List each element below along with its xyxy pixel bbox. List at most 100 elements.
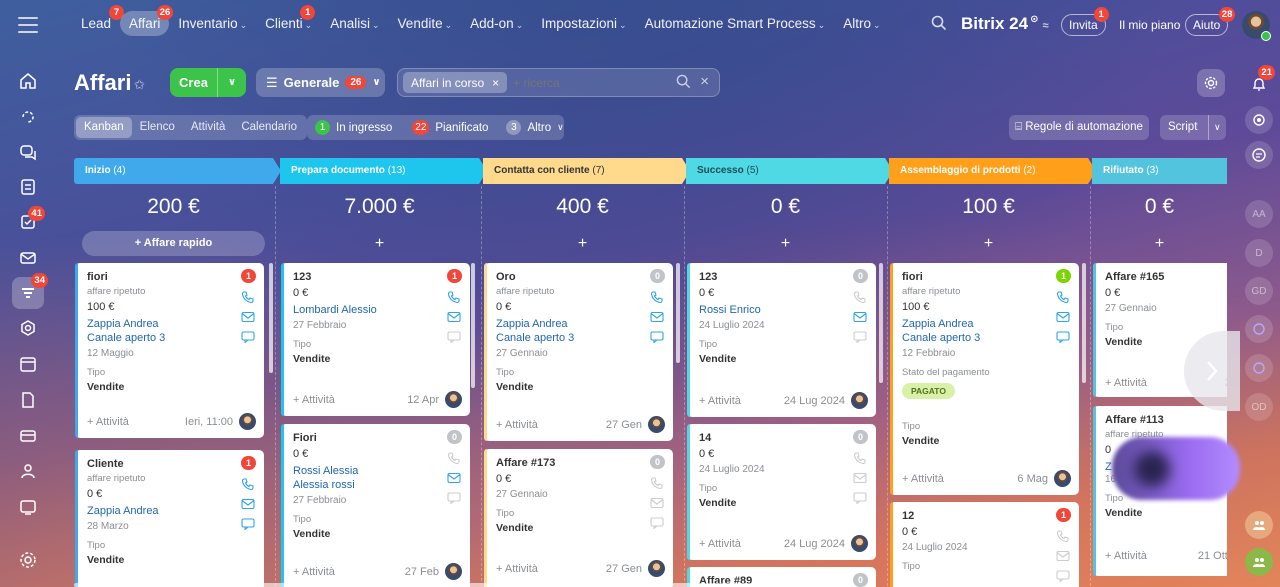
- nav-clienti[interactable]: Clienti ⌄ 1: [256, 5, 321, 36]
- contact-avatar-od[interactable]: OD: [1245, 393, 1273, 421]
- card-title[interactable]: fiori: [87, 271, 108, 283]
- column-header[interactable]: Contatta con cliente (7): [483, 158, 690, 184]
- add-deal-button[interactable]: +: [1154, 235, 1165, 252]
- nav-addon[interactable]: Add-on ⌄: [470, 16, 524, 31]
- nav-automazione[interactable]: Automazione Smart Process ⌄: [644, 16, 826, 31]
- menu-icon[interactable]: [18, 17, 38, 33]
- add-activity-link[interactable]: + Attività: [1105, 550, 1147, 562]
- mail-icon[interactable]: [447, 311, 461, 323]
- card-contact[interactable]: Zappia Andrea: [87, 505, 159, 517]
- chat-icon[interactable]: [18, 142, 38, 162]
- add-deal-button[interactable]: +: [577, 235, 588, 252]
- counter-altro[interactable]: Altro: [527, 121, 552, 134]
- mail-icon[interactable]: [447, 472, 461, 484]
- contact-avatar-d[interactable]: D: [1245, 239, 1273, 267]
- card-title[interactable]: Fiori: [293, 432, 317, 444]
- add-activity-link[interactable]: + Attività: [496, 562, 538, 575]
- deal-card[interactable]: 1 123 0 € Lombardi Alessio 27 Febbraio T…: [281, 263, 470, 416]
- counter-in-ingresso[interactable]: In ingresso: [336, 121, 393, 134]
- files-icon[interactable]: [18, 390, 38, 410]
- add-activity-link[interactable]: + Attività: [496, 418, 538, 431]
- add-deal-button[interactable]: +: [983, 235, 994, 252]
- group-icon[interactable]: [1245, 511, 1273, 539]
- add-activity-link[interactable]: + Attività: [293, 565, 335, 578]
- close-icon[interactable]: ×: [700, 73, 709, 90]
- card-contact[interactable]: Rossi Alessia: [293, 465, 359, 477]
- scrollbar[interactable]: [1082, 263, 1086, 383]
- filter-chip[interactable]: Affari in corso ×: [403, 72, 508, 93]
- counter-pianificato[interactable]: Pianificato: [435, 121, 489, 134]
- bell-icon[interactable]: 21: [1245, 65, 1275, 98]
- home-icon[interactable]: [18, 71, 38, 91]
- employees-icon[interactable]: [18, 461, 38, 481]
- add-activity-link[interactable]: + Attività: [902, 472, 944, 485]
- filter-search[interactable]: Affari in corso× ×: [397, 68, 720, 97]
- card-contact[interactable]: Lombardi Alessio: [293, 304, 377, 316]
- script-button[interactable]: Script ∨: [1160, 115, 1226, 140]
- add-activity-link[interactable]: + Attività: [87, 415, 129, 428]
- automation-rules-button[interactable]: ⌸ Regole di automazione: [1009, 115, 1149, 140]
- scrollbar[interactable]: [676, 263, 680, 363]
- view-kanban[interactable]: Kanban: [76, 117, 132, 138]
- nav-lead[interactable]: Lead 7: [72, 5, 125, 36]
- nav-altro[interactable]: Altro ⌄: [843, 16, 881, 31]
- column-header[interactable]: Prepara documento (13): [280, 158, 487, 184]
- category-selector[interactable]: ☰ Generale 26 ∨: [256, 68, 385, 97]
- close-icon[interactable]: ×: [492, 75, 500, 90]
- deal-card[interactable]: 1 fiori affare ripetuto 100 € Zappia And…: [890, 263, 1079, 495]
- deal-card[interactable]: 0 Fiori 0 € Rossi Alessia Alessia rossi …: [281, 424, 470, 587]
- nav-analisi[interactable]: Analisi ⌄: [330, 16, 380, 31]
- deal-card[interactable]: 0 14 0 € 24 Luglio 2024 Tipo Vendite + A…: [687, 424, 876, 560]
- add-activity-link[interactable]: + Attività: [699, 537, 741, 550]
- add-deal-button[interactable]: +: [374, 235, 385, 252]
- nav-inventario[interactable]: Inventario ⌄: [178, 16, 248, 31]
- card-contact[interactable]: Zappia Andrea: [902, 318, 974, 330]
- openline-icon[interactable]: [1245, 354, 1273, 382]
- phone-icon[interactable]: [650, 291, 664, 303]
- card-title[interactable]: Affare #173: [496, 457, 556, 469]
- document-icon[interactable]: [18, 177, 38, 197]
- card-source[interactable]: Canale aperto 3: [902, 332, 981, 344]
- pin-icon[interactable]: ✩: [134, 77, 145, 92]
- scrollbar[interactable]: [269, 263, 273, 373]
- card-title[interactable]: 123: [699, 271, 718, 283]
- feed-icon[interactable]: [18, 107, 38, 127]
- mail-icon[interactable]: [241, 498, 255, 510]
- chat-icon[interactable]: [650, 331, 664, 343]
- mail-icon[interactable]: [241, 311, 255, 323]
- shop-icon[interactable]: [18, 426, 38, 446]
- card-source[interactable]: Canale aperto 3: [87, 332, 166, 344]
- openline-icon[interactable]: [1245, 315, 1273, 343]
- deal-card[interactable]: 0 Oro affare ripetuto 0 € Zappia Andrea …: [484, 263, 673, 441]
- card-title[interactable]: 12: [902, 510, 915, 522]
- brand-logo[interactable]: Bitrix 24 ⊙≈: [961, 14, 1049, 33]
- deal-card[interactable]: 1 12 0 € 24 Luglio 2024 Tipo: [890, 502, 1079, 587]
- phone-icon[interactable]: [1056, 291, 1070, 303]
- calendar-icon[interactable]: [18, 354, 38, 374]
- deal-card[interactable]: 0 123 0 € Rossi Enrico 24 Luglio 2024 Ti…: [687, 263, 876, 417]
- horizontal-scrollbar[interactable]: [74, 583, 804, 587]
- contact-center-icon[interactable]: [18, 497, 38, 517]
- aiuto-button[interactable]: Aiuto 28: [1185, 7, 1236, 36]
- scrollbar[interactable]: [471, 263, 475, 388]
- phone-icon[interactable]: [241, 291, 255, 303]
- messenger-icon[interactable]: [1245, 141, 1273, 169]
- scrollbar[interactable]: [879, 263, 883, 383]
- mio-piano-button[interactable]: Il mio piano: [1119, 18, 1181, 32]
- mail-icon[interactable]: [650, 311, 664, 323]
- view-calendario[interactable]: Calendario: [241, 121, 297, 133]
- contact-avatar-aa[interactable]: AA: [1245, 200, 1273, 228]
- card-title[interactable]: Affare #165: [1105, 271, 1165, 283]
- mail-icon[interactable]: [18, 248, 38, 268]
- invita-button[interactable]: Invita 1: [1061, 7, 1109, 36]
- add-activity-link[interactable]: + Attività: [1105, 377, 1147, 389]
- chevron-down-icon[interactable]: ∨: [217, 68, 246, 97]
- card-contact[interactable]: Zappia Andrea: [87, 318, 159, 330]
- view-elenco[interactable]: Elenco: [139, 121, 175, 133]
- settings-icon[interactable]: [18, 550, 38, 570]
- deal-card[interactable]: 1 fiori affare ripetuto 100 € Zappia And…: [75, 263, 264, 438]
- nav-impostazioni[interactable]: Impostazioni ⌄: [541, 16, 627, 31]
- search-icon[interactable]: [931, 15, 947, 36]
- sites-icon[interactable]: [18, 318, 38, 338]
- group-icon[interactable]: [1245, 548, 1273, 576]
